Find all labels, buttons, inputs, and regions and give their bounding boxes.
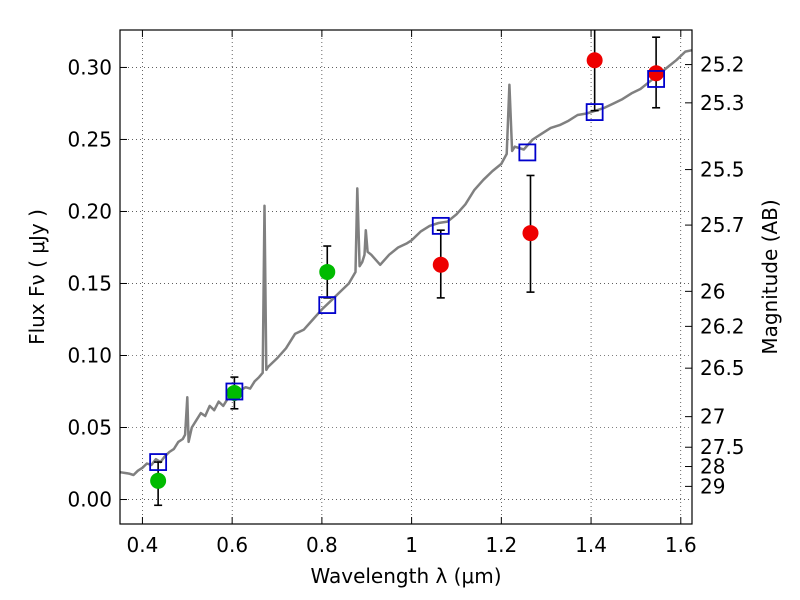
y-tick-label: 0.20: [67, 199, 112, 223]
model-square-point: [431, 216, 450, 235]
data-points: [149, 52, 666, 489]
right-tick-label: 25.5: [700, 158, 745, 182]
right-tick-label: 26: [700, 279, 725, 303]
y-tick-label: 0.15: [67, 271, 112, 295]
y-tick-label: 0.30: [67, 55, 112, 79]
model-square-point: [149, 453, 168, 471]
flux-point: [648, 65, 665, 82]
flux-point: [319, 263, 336, 280]
y-tick-label: 0.00: [67, 488, 112, 512]
model-spectrum: [119, 48, 693, 477]
right-tick-label: 28: [700, 455, 725, 479]
y-tick-label: 0.25: [67, 127, 112, 151]
flux-point: [586, 52, 603, 69]
x-axis-label: Wavelength λ (μm): [310, 564, 501, 588]
y-axis-label: Flux Fν ( μJy ): [25, 209, 49, 345]
right-tick-label: 27: [700, 405, 725, 429]
x-tick-label: 1: [405, 533, 418, 557]
right-tick-label: 25.3: [700, 91, 745, 115]
model-spectrum-line: [119, 48, 693, 477]
error-bars: [154, 30, 661, 507]
y-tick-label: 0.05: [67, 416, 112, 440]
model-square-point: [585, 103, 604, 121]
flux-point: [150, 472, 167, 489]
right-tick-label: 25.7: [700, 213, 745, 237]
flux-point: [522, 225, 539, 242]
plot-frame: [119, 29, 693, 525]
x-tick-label: 1.2: [485, 533, 517, 557]
x-tick-label: 1.4: [575, 533, 607, 557]
right-axis-label: Magnitude (AB): [758, 199, 782, 354]
x-tick-label: 1.6: [665, 533, 697, 557]
right-tick-label: 26.2: [700, 314, 745, 338]
y-axis-ticks: 0.00 0.05 0.10 0.15 0.20 0.25 0.30: [67, 55, 127, 512]
flux-point: [226, 384, 243, 401]
model-square-point: [518, 143, 537, 162]
y-tick-label: 0.10: [67, 343, 112, 367]
right-tick-label: 26.5: [700, 356, 745, 380]
right-tick-label: 25.2: [700, 53, 745, 77]
x-tick-label: 0.4: [127, 533, 159, 557]
x-axis-ticks: 0.4 0.6 0.8 1 1.2 1.4 1.6: [127, 30, 697, 557]
right-tick-label: 27.5: [700, 435, 745, 459]
model-square-point: [225, 382, 244, 401]
grid: [120, 30, 692, 524]
model-square-point: [318, 296, 337, 314]
x-tick-label: 0.6: [216, 533, 248, 557]
model-square-point: [647, 70, 666, 88]
flux-point: [432, 256, 449, 273]
right-tick-label: 29: [700, 474, 725, 498]
x-tick-label: 0.8: [306, 533, 338, 557]
